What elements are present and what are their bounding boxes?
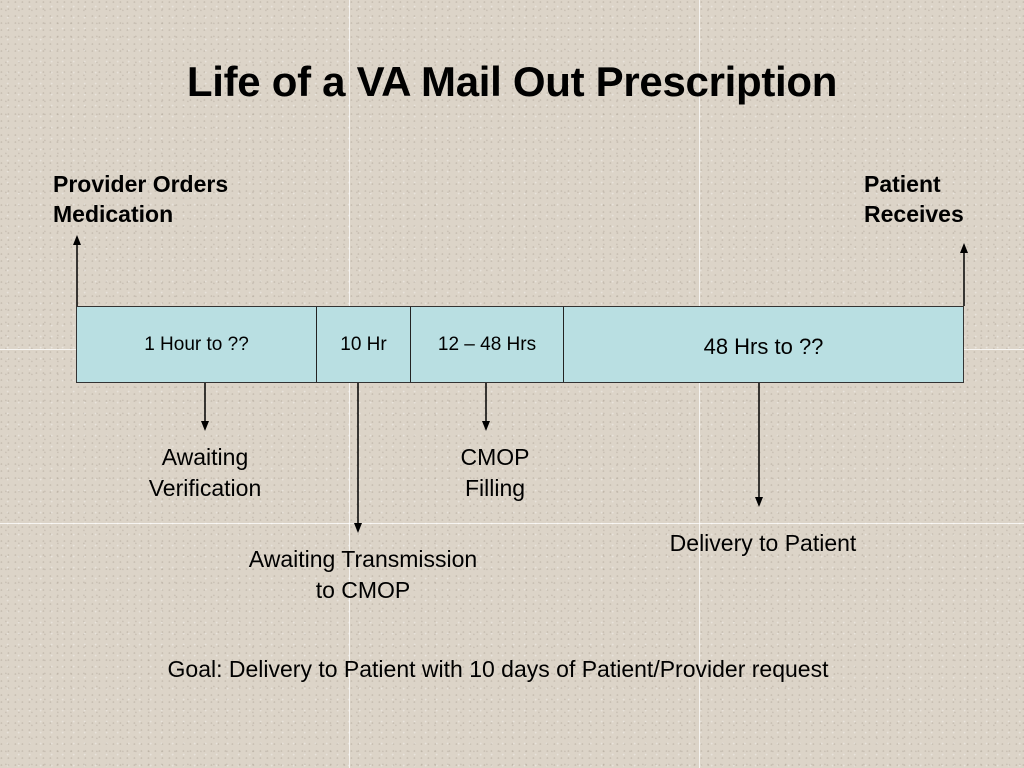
goal-statement: Goal: Delivery to Patient with 10 days o… — [167, 656, 829, 682]
timeline-bar: 1 Hour to ?? 10 Hr 12 – 48 Hrs 48 Hrs to… — [76, 306, 964, 383]
stage-label-line: Awaiting Transmission — [248, 546, 478, 572]
background-seam — [699, 0, 700, 768]
stage-label-awaiting-transmission: Awaiting Transmission to CMOP — [205, 544, 521, 606]
timeline-segment-delivery: 48 Hrs to ?? — [564, 307, 963, 382]
start-endpoint-label: Provider Orders Medication — [53, 169, 228, 229]
end-endpoint-label: Patient Receives — [864, 169, 964, 229]
slide-title: Life of a VA Mail Out Prescription — [186, 58, 838, 105]
stage-label-line: Awaiting — [161, 444, 249, 470]
segment-duration: 1 Hour to ?? — [144, 334, 249, 355]
end-endpoint-line1: Patient — [864, 171, 941, 197]
stage-label-line: CMOP — [460, 444, 530, 470]
segment-duration: 12 – 48 Hrs — [437, 334, 537, 355]
start-endpoint-line1: Provider Orders — [53, 171, 229, 197]
segment-duration: 10 Hr — [340, 334, 387, 355]
timeline-segment-cmop-filling: 12 – 48 Hrs — [411, 307, 564, 382]
timeline-segment-verification: 1 Hour to ?? — [77, 307, 317, 382]
timeline-segment-transmission: 10 Hr — [317, 307, 411, 382]
stage-label-awaiting-verification: Awaiting Verification — [115, 442, 295, 504]
end-endpoint-line2: Receives — [864, 201, 964, 227]
stage-label-line: to CMOP — [315, 577, 411, 603]
stage-label-line: Filling — [464, 475, 526, 501]
start-endpoint-line2: Medication — [53, 201, 174, 227]
segment-duration: 48 Hrs to ?? — [703, 334, 824, 359]
stage-label-line: Verification — [148, 475, 262, 501]
background-seam — [0, 523, 1024, 524]
stage-label-delivery: Delivery to Patient — [640, 528, 886, 559]
stage-label-cmop-filling: CMOP Filling — [425, 442, 565, 504]
background-seam — [349, 0, 350, 768]
stage-label-line: Delivery to Patient — [669, 530, 857, 556]
